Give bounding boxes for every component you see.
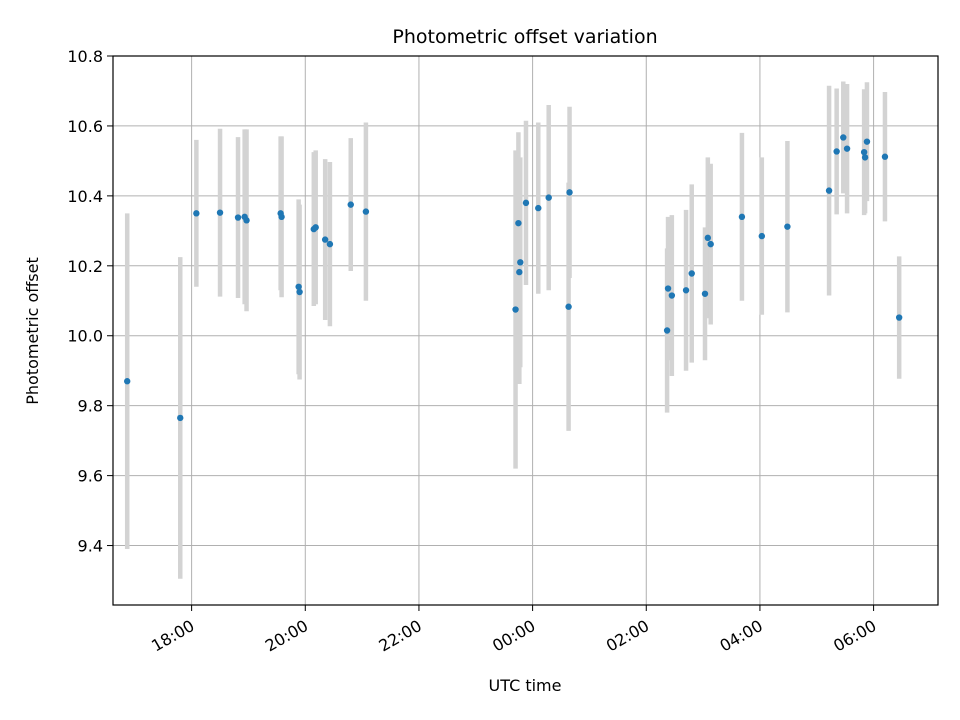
data-point [895, 314, 903, 321]
data-point [216, 209, 224, 216]
data-point [825, 187, 833, 194]
data-point [707, 240, 714, 248]
data-point [295, 283, 302, 290]
data-point [124, 378, 131, 385]
data-point [326, 240, 334, 248]
data-point [512, 306, 519, 313]
data-point [843, 145, 851, 152]
x-tick-label: 20:00 [262, 616, 311, 656]
data-point [784, 223, 791, 230]
data-point [688, 270, 695, 277]
data-point [243, 217, 250, 224]
y-tick-label: 9.6 [78, 467, 103, 486]
x-tick-label: 06:00 [830, 616, 879, 656]
data-point [664, 285, 672, 292]
data-point [663, 327, 671, 334]
data-point [701, 290, 709, 297]
data-point [545, 194, 552, 201]
data-point [840, 134, 847, 141]
data-point [738, 213, 746, 221]
chart-title: Photometric offset variation [392, 26, 657, 48]
x-axis: 18:00 20:00 22:00 00:00 02:00 04:00 06:00 [148, 605, 880, 656]
data-point [566, 189, 573, 196]
y-tick-label: 10.0 [67, 327, 103, 346]
data-point [758, 232, 766, 240]
x-tick-label: 02:00 [603, 616, 652, 656]
data-point [516, 268, 523, 276]
y-axis: 9.4 9.6 9.8 10.0 10.2 10.4 10.6 10.8 [67, 47, 113, 556]
y-tick-label: 9.8 [78, 397, 103, 416]
data-point [522, 199, 530, 207]
data-point [682, 287, 690, 294]
y-tick-label: 10.8 [67, 47, 103, 66]
data-point [515, 219, 522, 227]
data-point [863, 138, 871, 145]
data-point [565, 303, 572, 310]
data-points [124, 134, 903, 422]
y-tick-label: 10.4 [67, 187, 103, 206]
data-point [193, 210, 200, 217]
data-point [861, 154, 869, 161]
data-point [517, 259, 524, 266]
plot-frame [112, 55, 939, 606]
data-point [704, 234, 712, 242]
y-tick-label: 10.2 [67, 257, 103, 276]
x-tick-label: 00:00 [489, 616, 538, 656]
data-point [312, 224, 319, 231]
data-point [860, 148, 868, 156]
y-axis-label: Photometric offset [23, 257, 42, 405]
data-point [347, 201, 354, 208]
x-tick-label: 18:00 [148, 616, 197, 656]
data-point [535, 204, 542, 212]
x-tick-label: 04:00 [716, 616, 765, 656]
data-point [177, 414, 184, 422]
data-point [296, 288, 303, 296]
data-point [833, 148, 840, 155]
data-point [321, 236, 329, 243]
y-tick-label: 9.4 [78, 537, 103, 556]
data-point [278, 213, 285, 221]
data-point [362, 208, 370, 215]
data-point [668, 292, 676, 299]
x-tick-label: 22:00 [376, 616, 425, 656]
x-axis-label: UTC time [489, 676, 562, 695]
y-tick-label: 10.6 [67, 117, 103, 136]
data-point [234, 214, 242, 221]
data-point [881, 153, 889, 160]
